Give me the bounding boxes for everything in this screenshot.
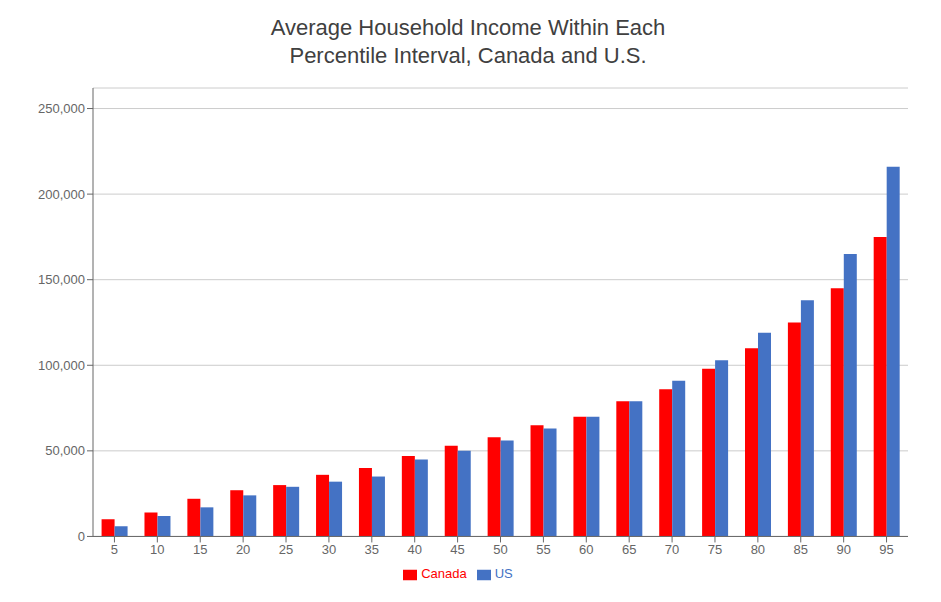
svg-text:0: 0 — [78, 529, 85, 544]
svg-text:15: 15 — [193, 542, 207, 557]
svg-text:70: 70 — [665, 542, 679, 557]
svg-text:200,000: 200,000 — [38, 187, 85, 202]
svg-text:5: 5 — [111, 542, 118, 557]
svg-text:35: 35 — [365, 542, 379, 557]
svg-text:60: 60 — [579, 542, 593, 557]
svg-text:100,000: 100,000 — [38, 358, 85, 373]
svg-text:85: 85 — [794, 542, 808, 557]
svg-text:150,000: 150,000 — [38, 272, 85, 287]
svg-text:45: 45 — [450, 542, 464, 557]
svg-text:30: 30 — [322, 542, 336, 557]
svg-text:95: 95 — [879, 542, 893, 557]
svg-text:20: 20 — [236, 542, 250, 557]
svg-text:250,000: 250,000 — [38, 101, 85, 116]
svg-text:75: 75 — [708, 542, 722, 557]
svg-text:55: 55 — [536, 542, 550, 557]
svg-text:90: 90 — [836, 542, 850, 557]
svg-text:10: 10 — [150, 542, 164, 557]
html-text:Canada: Canada — [421, 566, 467, 582]
svg-text:25: 25 — [279, 542, 293, 557]
html-text:US: US — [494, 566, 513, 582]
svg-text:50,000: 50,000 — [45, 443, 85, 458]
svg-text:50: 50 — [493, 542, 507, 557]
svg-text:40: 40 — [407, 542, 421, 557]
svg-text:65: 65 — [622, 542, 636, 557]
html-text:Average Household Income Withi: Average Household Income Within Each — [270, 15, 666, 40]
svg-text:80: 80 — [751, 542, 765, 557]
html-text:Percentile Interval, Canada an: Percentile Interval, Canada and U.S. — [289, 43, 647, 68]
